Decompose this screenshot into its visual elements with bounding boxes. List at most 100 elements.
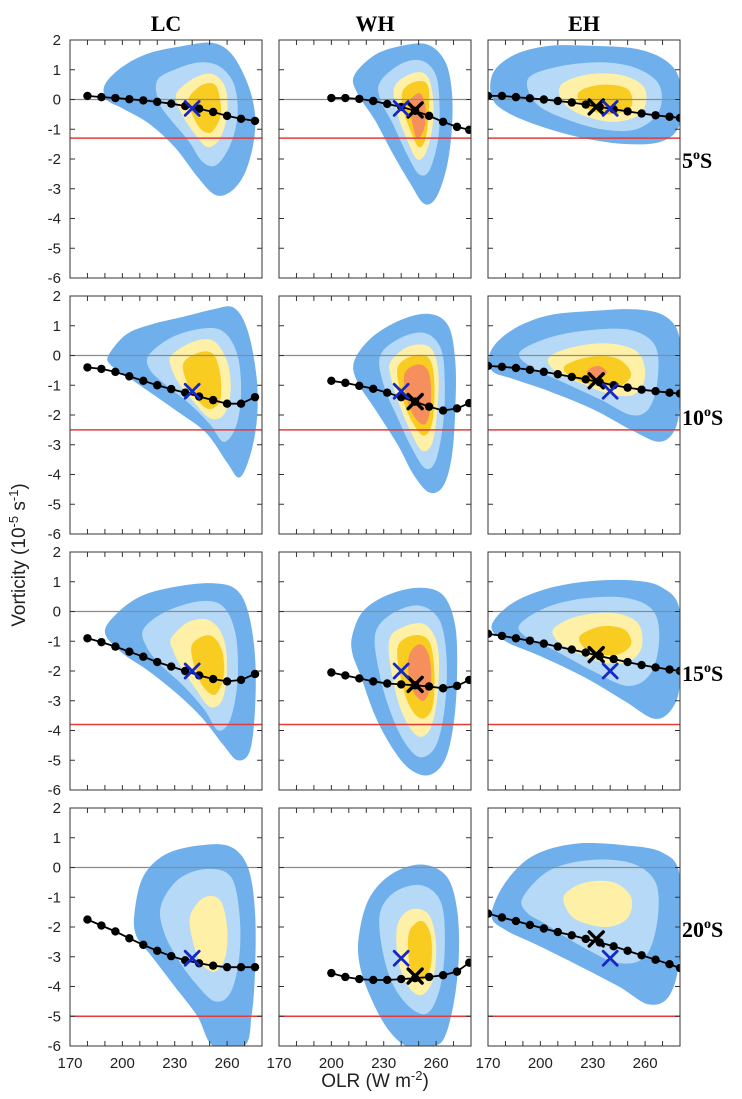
panel-plot-area xyxy=(70,306,262,478)
panel-plot-area xyxy=(488,45,680,145)
curve-point xyxy=(438,970,448,980)
curve-point xyxy=(341,378,350,388)
y-tick-label: -3 xyxy=(48,181,61,198)
y-tick-label: -1 xyxy=(48,121,61,138)
curve-point xyxy=(452,404,462,413)
x-tick-label: 200 xyxy=(319,1055,344,1072)
curve-point xyxy=(327,668,336,677)
curve-point xyxy=(651,955,660,964)
curve-point xyxy=(369,96,378,106)
x-tick-label: 170 xyxy=(266,1055,291,1072)
curve-point xyxy=(125,372,134,381)
panel-eh-5os xyxy=(487,39,681,279)
curve-point xyxy=(465,958,471,967)
contour-level-4 xyxy=(579,626,632,656)
curve-point xyxy=(581,648,590,657)
panel-plot-area xyxy=(279,313,471,494)
curve-point xyxy=(355,381,364,391)
curve-point xyxy=(396,680,406,689)
curve-point xyxy=(139,652,148,661)
curve-point xyxy=(236,399,246,408)
curve-point xyxy=(97,92,106,102)
curve-point xyxy=(665,665,674,674)
curve-point xyxy=(383,99,392,109)
curve-point xyxy=(488,91,493,101)
curve-point xyxy=(675,113,680,123)
curve-point xyxy=(250,962,260,972)
y-tick-label: -5 xyxy=(48,752,61,769)
y-tick-label: -5 xyxy=(48,1008,61,1025)
curve-point xyxy=(525,94,535,103)
curve-point xyxy=(167,951,176,961)
curve-point xyxy=(539,639,549,648)
curve-point xyxy=(623,383,632,392)
x-tick-label: 260 xyxy=(215,1055,240,1072)
blue-x-marker xyxy=(601,382,619,400)
y-tick-label: -4 xyxy=(48,211,61,228)
panel-eh-15os xyxy=(487,551,681,791)
curve-point xyxy=(111,642,120,651)
curve-point xyxy=(539,924,549,933)
curve-point xyxy=(567,645,576,654)
curve-point xyxy=(452,681,462,691)
curve-point xyxy=(369,677,378,686)
curve-point xyxy=(153,97,162,107)
y-tick-label: -3 xyxy=(48,693,61,710)
panel-plot-area xyxy=(279,43,471,205)
curve-point xyxy=(222,111,232,121)
curve-point xyxy=(167,384,176,394)
curve-point xyxy=(497,91,507,101)
curve-point xyxy=(553,642,563,651)
blue-x-marker xyxy=(183,949,201,967)
curve-point xyxy=(111,93,120,103)
y-tick-label: -3 xyxy=(48,949,61,966)
curve-point xyxy=(581,100,590,109)
y-tick-label: -2 xyxy=(48,663,61,680)
curve-point xyxy=(111,927,120,936)
blue-x-marker xyxy=(392,662,410,680)
curve-point xyxy=(465,675,471,685)
curve-point xyxy=(424,972,434,982)
curve-point xyxy=(465,398,471,408)
contour-level-4 xyxy=(182,351,222,410)
y-tick-label: -2 xyxy=(48,151,61,168)
curve-point xyxy=(125,95,134,104)
curve-point xyxy=(609,654,618,664)
y-axis-title: Vorticity (10-5 s-1) xyxy=(6,483,30,627)
blue-x-marker xyxy=(392,949,410,967)
curve-point xyxy=(97,637,106,647)
curve-point xyxy=(567,98,576,107)
x-tick-label: 170 xyxy=(57,1055,82,1072)
curve-point xyxy=(539,367,549,377)
curve-point xyxy=(83,915,92,924)
curve-point xyxy=(567,372,576,382)
curve-point xyxy=(438,406,448,415)
curve-point xyxy=(83,363,92,372)
panel-plot-area xyxy=(488,579,680,726)
curve-point xyxy=(222,399,232,408)
y-tick-label: -2 xyxy=(48,407,61,424)
curve-point xyxy=(111,367,120,377)
panel-plot-area xyxy=(70,583,262,761)
x-tick-label: 230 xyxy=(580,1055,605,1072)
curve-point xyxy=(497,913,507,922)
x-tick-label: 170 xyxy=(475,1055,500,1072)
curve-point xyxy=(539,95,549,104)
panel-plot-area xyxy=(70,42,262,196)
panel-plot-area xyxy=(279,864,471,1046)
curve-point xyxy=(341,972,350,982)
curve-point xyxy=(139,96,148,105)
curve-point xyxy=(153,381,162,390)
curve-point xyxy=(637,385,646,394)
curve-point xyxy=(452,122,462,132)
y-tick-label: -1 xyxy=(48,889,61,906)
curve-point xyxy=(424,111,434,121)
y-tick-label: -6 xyxy=(48,782,61,799)
curve-point xyxy=(581,934,590,944)
y-tick-label: 0 xyxy=(53,860,61,877)
blue-x-marker xyxy=(601,949,619,967)
blue-x-marker xyxy=(183,382,201,400)
curve-point xyxy=(424,682,434,691)
y-tick-label: 2 xyxy=(53,288,61,305)
panel-plot-area xyxy=(488,309,680,442)
